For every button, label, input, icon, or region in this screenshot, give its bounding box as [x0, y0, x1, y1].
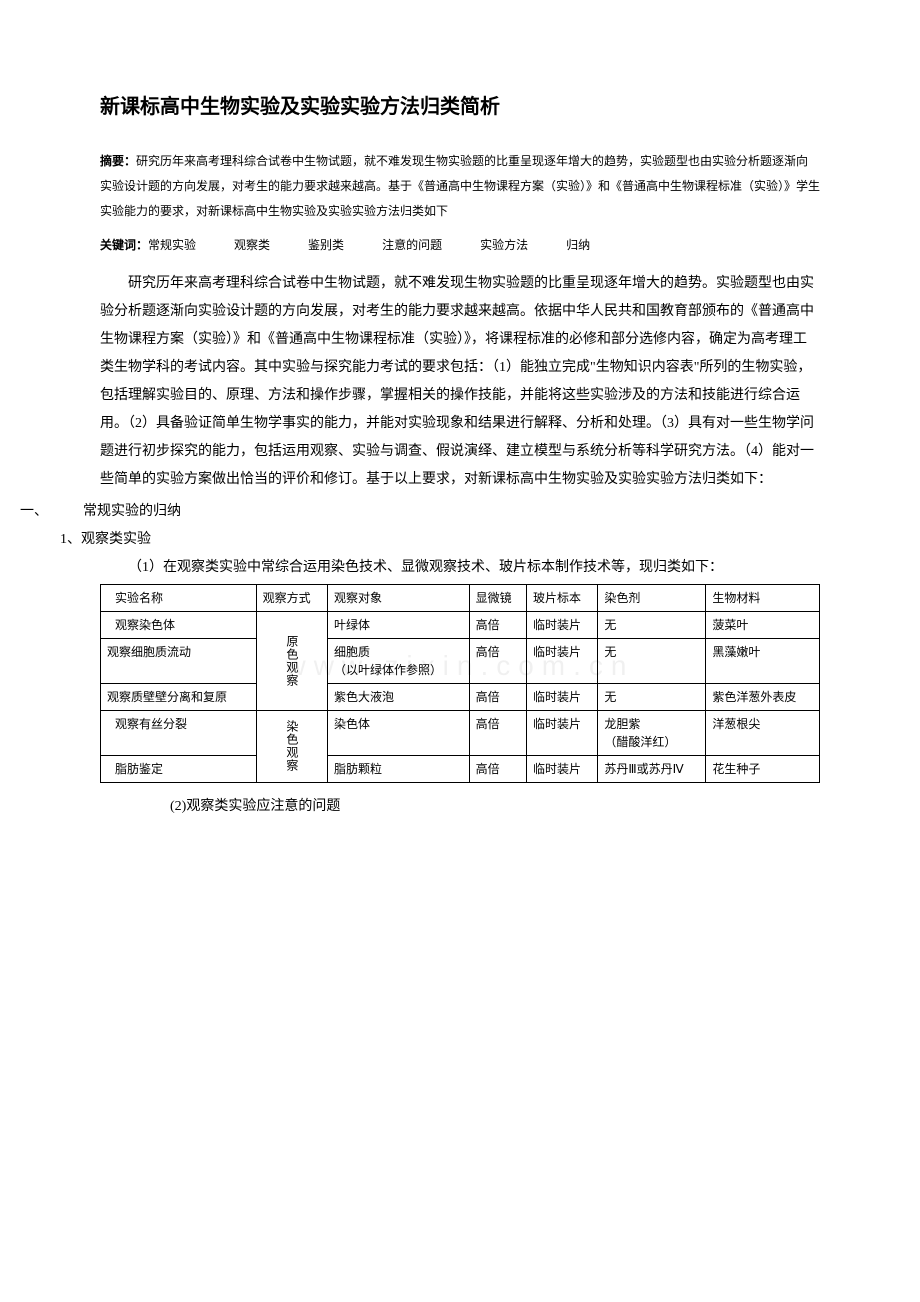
- table-cell: 苏丹Ⅲ或苏丹Ⅳ: [598, 755, 706, 782]
- table-cell: 观察细胞质流动: [101, 638, 257, 683]
- table-header: 染色剂: [598, 584, 706, 611]
- table-cell: 观察染色体: [101, 611, 257, 638]
- table-cell: 高倍: [469, 638, 526, 683]
- table-header: 显微镜: [469, 584, 526, 611]
- table-cell: 洋葱根尖: [706, 710, 820, 755]
- keyword-item: 观察类: [234, 238, 270, 252]
- keyword-item: 常规实验: [148, 238, 196, 252]
- table-row: 观察染色体 原色观察 叶绿体 高倍 临时装片 无 菠菜叶: [101, 611, 820, 638]
- table-cell: 临时装片: [526, 755, 597, 782]
- table-cell: 黑藻嫩叶: [706, 638, 820, 683]
- abstract-text: 研究历年来高考理科综合试卷中生物试题，就不难发现生物实验题的比重呈现逐年增大的趋…: [100, 154, 820, 218]
- table-cell: 无: [598, 638, 706, 683]
- table-cell: 临时装片: [526, 683, 597, 710]
- table-cell: 无: [598, 683, 706, 710]
- table-cell: 龙胆紫（醋酸洋红）: [598, 710, 706, 755]
- subsection-heading: 1、观察类实验: [60, 526, 820, 554]
- table-cell: 高倍: [469, 755, 526, 782]
- page-title: 新课标高中生物实验及实验实验方法归类简析: [100, 90, 820, 119]
- keywords: 关键词：常规实验 观察类 鉴别类 注意的问题 实验方法 归纳: [100, 233, 820, 258]
- sub-paragraph: （1）在观察类实验中常综合运用染色技术、显微观察技术、玻片标本制作技术等，现归类…: [100, 554, 820, 582]
- abstract: 摘要：研究历年来高考理科综合试卷中生物试题，就不难发现生物实验题的比重呈现逐年增…: [100, 149, 820, 225]
- table-cell: 脂肪颗粒: [328, 755, 470, 782]
- body-paragraph: 研究历年来高考理科综合试卷中生物试题，就不难发现生物实验题的比重呈现逐年增大的趋…: [100, 270, 820, 494]
- table-header: 观察对象: [328, 584, 470, 611]
- keywords-label: 关键词：: [100, 238, 148, 252]
- table-cell: 高倍: [469, 683, 526, 710]
- table-cell: 菠菜叶: [706, 611, 820, 638]
- section-heading: 一、 常规实验的归纳: [20, 498, 820, 526]
- table-cell-group: 染色观察: [256, 710, 327, 782]
- table-cell: 紫色大液泡: [328, 683, 470, 710]
- table-cell: 脂肪鉴定: [101, 755, 257, 782]
- table-header: 玻片标本: [526, 584, 597, 611]
- table-cell: 叶绿体: [328, 611, 470, 638]
- table-row: 观察有丝分裂 染色观察 染色体 高倍 临时装片 龙胆紫（醋酸洋红） 洋葱根尖: [101, 710, 820, 755]
- table-cell: 高倍: [469, 710, 526, 755]
- table-cell: 无: [598, 611, 706, 638]
- table-cell: 观察质壁壁分离和复原: [101, 683, 257, 710]
- abstract-label: 摘要：: [100, 154, 136, 168]
- table-cell: 临时装片: [526, 638, 597, 683]
- keyword-item: 注意的问题: [382, 238, 442, 252]
- table-cell: 花生种子: [706, 755, 820, 782]
- table-row: 观察质壁壁分离和复原 紫色大液泡 高倍 临时装片 无 紫色洋葱外表皮: [101, 683, 820, 710]
- table-cell: 染色体: [328, 710, 470, 755]
- keyword-item: 归纳: [566, 238, 590, 252]
- table-cell: 临时装片: [526, 710, 597, 755]
- table-header-row: 实验名称 观察方式 观察对象 显微镜 玻片标本 染色剂 生物材料: [101, 584, 820, 611]
- table-row: 脂肪鉴定 脂肪颗粒 高倍 临时装片 苏丹Ⅲ或苏丹Ⅳ 花生种子: [101, 755, 820, 782]
- table-cell: 细胞质（以叶绿体作参照）: [328, 638, 470, 683]
- experiment-table: 实验名称 观察方式 观察对象 显微镜 玻片标本 染色剂 生物材料 观察染色体 原…: [100, 584, 820, 783]
- table-cell: 紫色洋葱外表皮: [706, 683, 820, 710]
- table-row: 观察细胞质流动 细胞质（以叶绿体作参照） 高倍 临时装片 无 黑藻嫩叶: [101, 638, 820, 683]
- keyword-item: 实验方法: [480, 238, 528, 252]
- table-cell: 观察有丝分裂: [101, 710, 257, 755]
- table-header: 观察方式: [256, 584, 327, 611]
- table-cell: 临时装片: [526, 611, 597, 638]
- table-header: 实验名称: [101, 584, 257, 611]
- table-cell-group: 原色观察: [256, 611, 327, 710]
- table-header: 生物材料: [706, 584, 820, 611]
- sub-paragraph: (2)观察类实验应注意的问题: [100, 793, 820, 821]
- table-cell: 高倍: [469, 611, 526, 638]
- keyword-item: 鉴别类: [308, 238, 344, 252]
